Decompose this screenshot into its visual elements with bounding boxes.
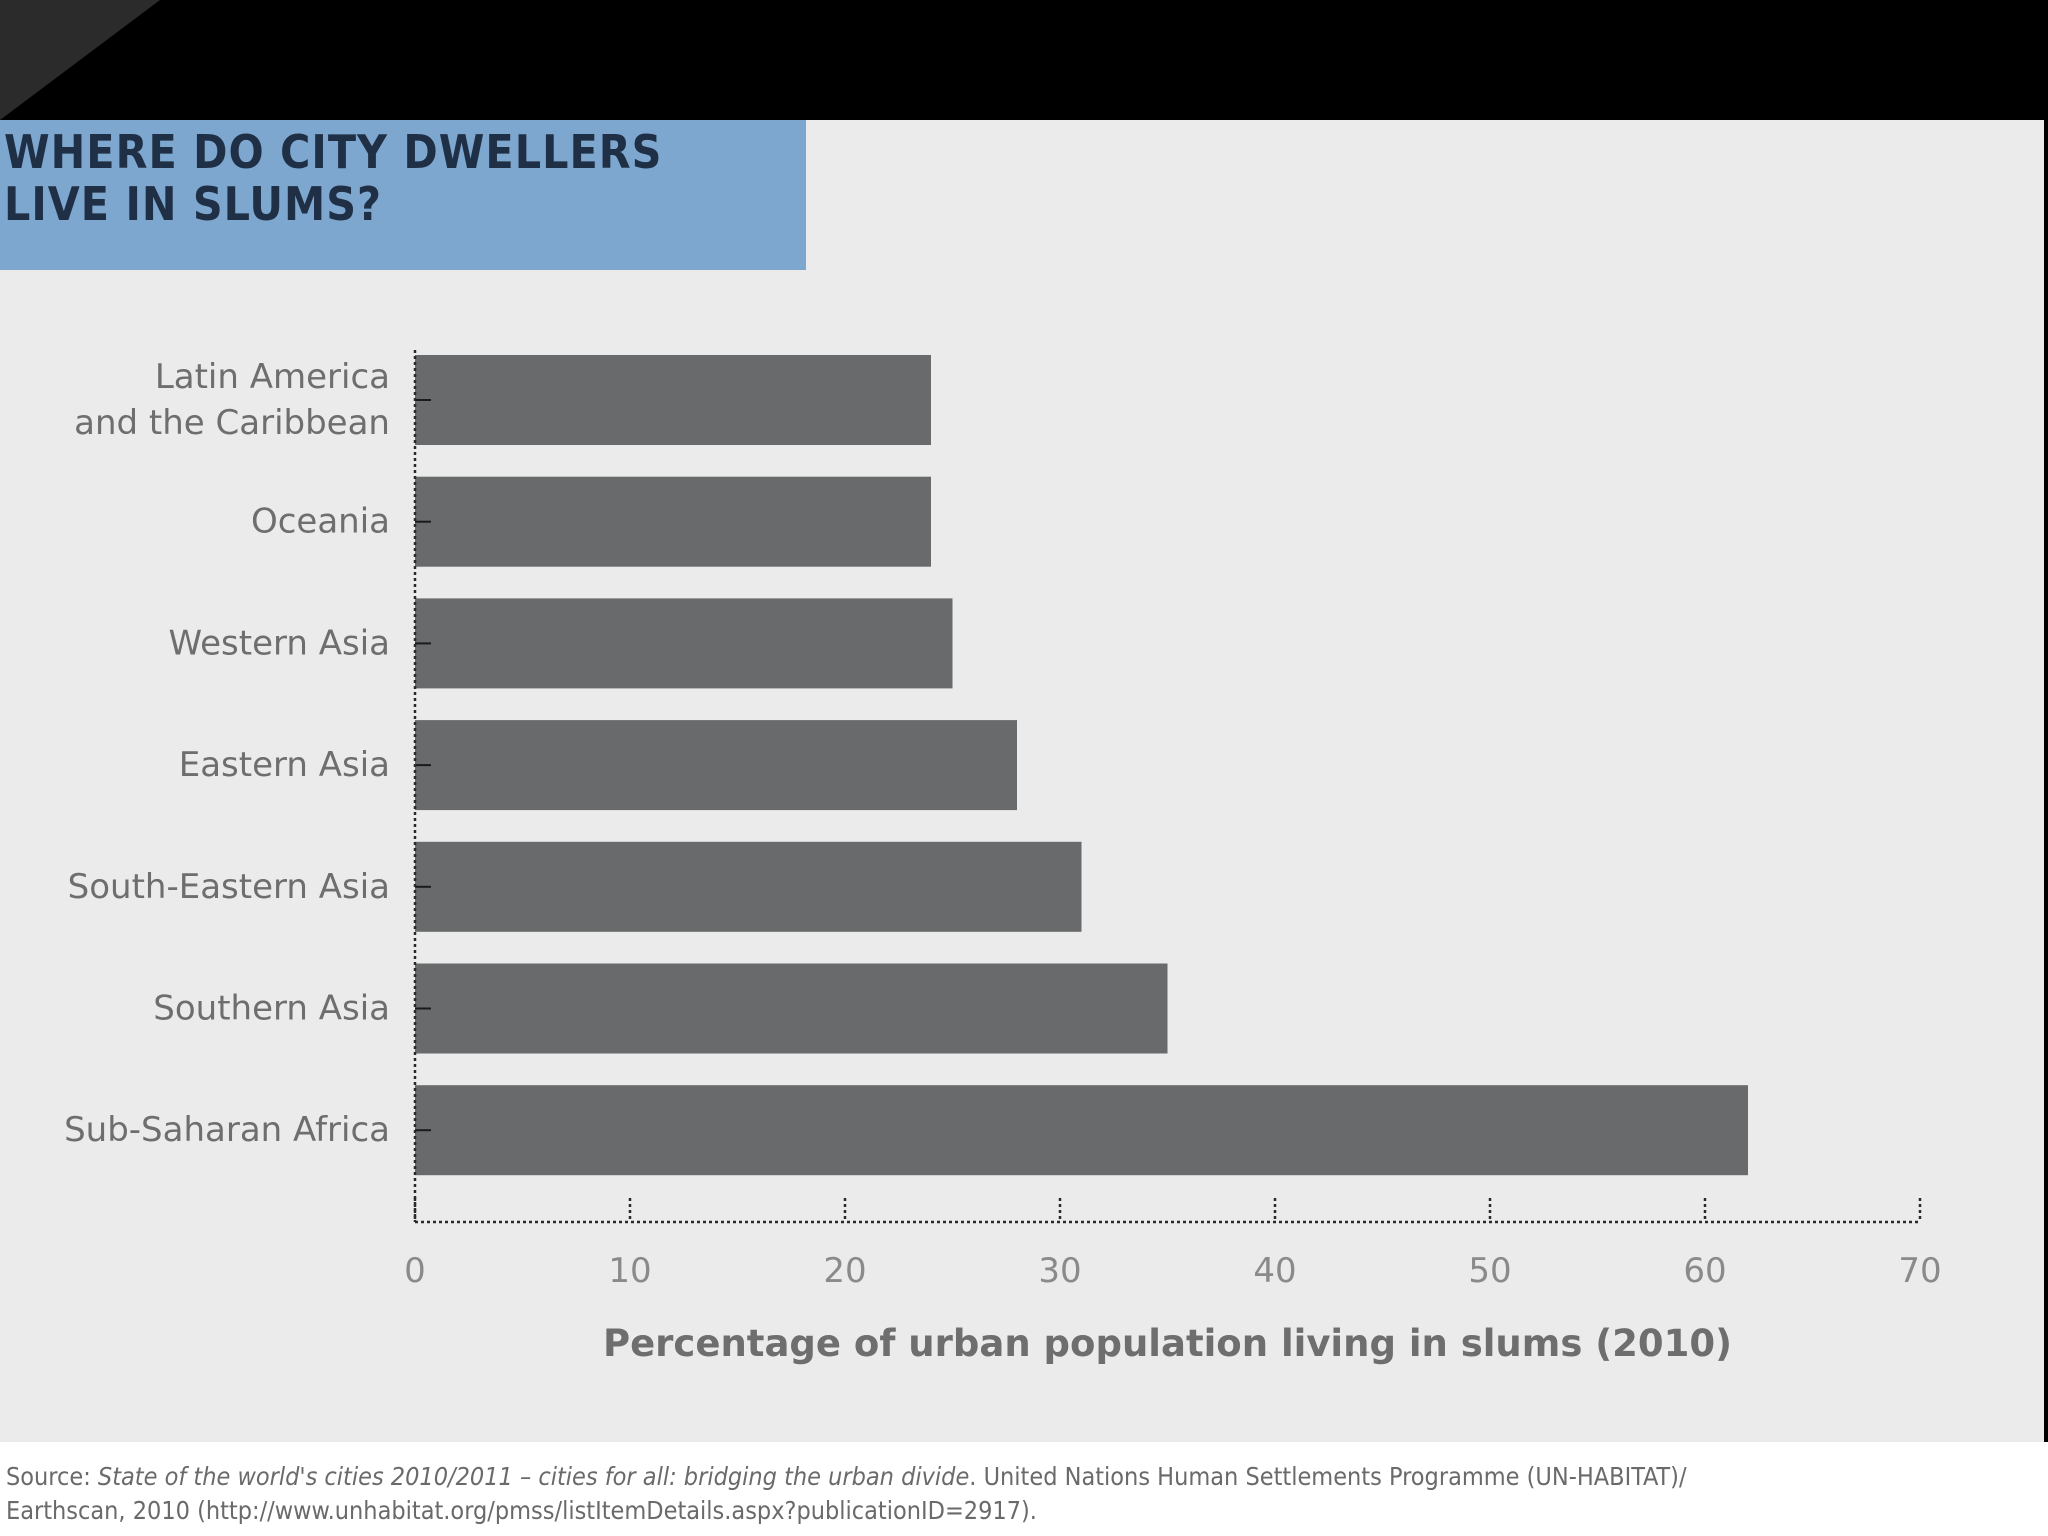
chart-title: WHERE DO CITY DWELLERS LIVE IN SLUMS? bbox=[4, 126, 794, 230]
category-label-4: South-Eastern Asia bbox=[68, 867, 390, 907]
bar-0 bbox=[415, 355, 931, 445]
title-box bbox=[0, 120, 806, 270]
source-prefix: Source: bbox=[6, 1462, 98, 1491]
bar-6 bbox=[415, 1085, 1748, 1176]
bar-5 bbox=[415, 963, 1168, 1054]
category-label-line: Oceania bbox=[251, 502, 390, 542]
x-tick-label-1: 10 bbox=[608, 1251, 651, 1291]
category-label-line: Latin America bbox=[155, 357, 390, 397]
category-label-3: Eastern Asia bbox=[179, 745, 390, 785]
category-label-line: and the Caribbean bbox=[74, 403, 390, 443]
chart-title-line-1: WHERE DO CITY DWELLERS bbox=[4, 125, 663, 179]
category-label-line: South-Eastern Asia bbox=[68, 867, 390, 907]
bar-4 bbox=[415, 841, 1082, 932]
category-label-2: Western Asia bbox=[169, 623, 391, 663]
bar-1 bbox=[415, 476, 931, 567]
x-tick-label-3: 30 bbox=[1038, 1251, 1081, 1291]
source-citation: Earthscan, 2010 (http://www.unhabitat.or… bbox=[6, 1496, 1037, 1525]
category-label-1: Oceania bbox=[251, 502, 390, 542]
x-tick-label-7: 70 bbox=[1898, 1251, 1941, 1291]
x-axis-title: Percentage of urban population living in… bbox=[603, 1322, 1732, 1365]
category-label-0: Latin America and the Caribbean bbox=[74, 357, 390, 443]
bar-3 bbox=[415, 720, 1017, 811]
x-tick-label-0: 0 bbox=[404, 1251, 426, 1291]
bar-chart: Latin America and the Caribbean Oceania Wes… bbox=[64, 350, 1942, 1365]
category-label-line: Western Asia bbox=[169, 623, 391, 663]
x-tick-label-6: 60 bbox=[1683, 1251, 1726, 1291]
bar-2 bbox=[415, 598, 953, 689]
category-label-line: Sub-Saharan Africa bbox=[64, 1110, 390, 1150]
x-tick-label-5: 50 bbox=[1468, 1251, 1511, 1291]
corner-decoration bbox=[0, 0, 160, 120]
chart-title-line-2: LIVE IN SLUMS? bbox=[4, 177, 383, 231]
category-label-6: Sub-Saharan Africa bbox=[64, 1110, 390, 1150]
source-area bbox=[0, 1442, 2048, 1536]
x-tick-label-4: 40 bbox=[1253, 1251, 1296, 1291]
source-note: Source: State of the world's cities 2010… bbox=[6, 1460, 2036, 1528]
category-label-line: Eastern Asia bbox=[179, 745, 390, 785]
source-publisher: . United Nations Human Settlements Progr… bbox=[969, 1462, 1687, 1491]
category-label-line: Southern Asia bbox=[153, 989, 390, 1029]
x-tick-label-2: 20 bbox=[823, 1251, 866, 1291]
category-label-5: Southern Asia bbox=[153, 989, 390, 1029]
source-work-title: State of the world's cities 2010/2011 – … bbox=[97, 1462, 970, 1491]
